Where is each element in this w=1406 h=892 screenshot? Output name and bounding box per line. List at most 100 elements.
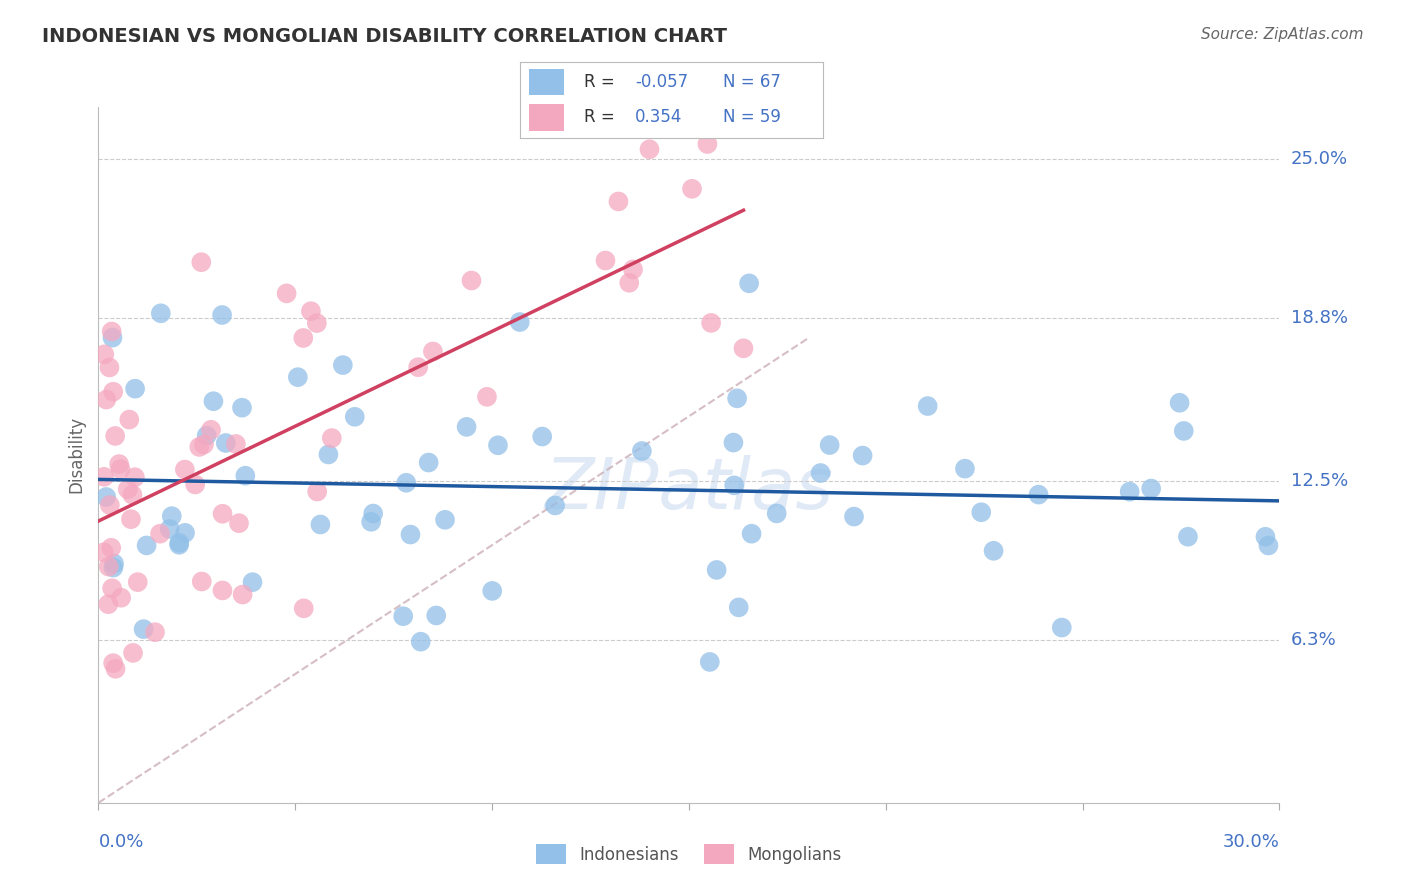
- Point: [531, 429, 554, 443]
- Point: [1028, 488, 1050, 502]
- Text: N = 59: N = 59: [723, 108, 780, 126]
- Point: [607, 194, 630, 209]
- Point: [1050, 621, 1073, 635]
- Point: [1118, 484, 1140, 499]
- Point: [124, 382, 146, 396]
- Text: R =: R =: [583, 108, 620, 126]
- Point: [917, 399, 939, 413]
- Point: [190, 255, 212, 269]
- Point: [104, 662, 127, 676]
- Point: [104, 429, 127, 443]
- Point: [96, 392, 118, 407]
- Point: [723, 435, 745, 450]
- Point: [741, 526, 763, 541]
- Point: [135, 538, 157, 552]
- Point: [953, 461, 976, 475]
- Point: [292, 331, 315, 345]
- Point: [159, 522, 181, 536]
- Point: [309, 517, 332, 532]
- Bar: [529, 104, 564, 130]
- Point: [681, 182, 703, 196]
- Point: [318, 448, 340, 462]
- Point: [699, 655, 721, 669]
- Point: [233, 468, 256, 483]
- Point: [174, 525, 197, 540]
- Point: [631, 444, 654, 458]
- Point: [727, 600, 749, 615]
- Point: [395, 475, 418, 490]
- Point: [621, 262, 644, 277]
- Point: [103, 557, 125, 571]
- Point: [98, 360, 121, 375]
- Point: [696, 136, 718, 151]
- Y-axis label: Disability: Disability: [67, 417, 86, 493]
- Text: INDONESIAN VS MONGOLIAN DISABILITY CORRELATION CHART: INDONESIAN VS MONGOLIAN DISABILITY CORRE…: [42, 27, 727, 45]
- Text: R =: R =: [583, 73, 620, 91]
- Point: [544, 499, 567, 513]
- Point: [167, 538, 190, 552]
- Point: [184, 477, 207, 491]
- Point: [101, 656, 124, 670]
- Text: -0.057: -0.057: [636, 73, 688, 91]
- Point: [202, 394, 225, 409]
- Bar: [529, 69, 564, 95]
- Point: [399, 527, 422, 541]
- Point: [93, 347, 115, 361]
- Point: [700, 316, 723, 330]
- Point: [765, 507, 787, 521]
- Point: [1177, 530, 1199, 544]
- Text: ZIPatlas: ZIPatlas: [544, 455, 834, 524]
- Point: [93, 470, 115, 484]
- Point: [100, 325, 122, 339]
- Point: [361, 507, 384, 521]
- Point: [132, 622, 155, 636]
- Point: [1173, 424, 1195, 438]
- Point: [101, 582, 124, 596]
- Legend: Indonesians, Mongolians: Indonesians, Mongolians: [530, 838, 848, 871]
- Point: [121, 488, 143, 502]
- Point: [307, 484, 329, 499]
- Point: [195, 428, 218, 442]
- Point: [110, 462, 132, 476]
- Point: [200, 423, 222, 437]
- Point: [188, 440, 211, 454]
- Point: [211, 583, 233, 598]
- Point: [434, 513, 457, 527]
- Point: [120, 512, 142, 526]
- Point: [211, 507, 233, 521]
- Text: 25.0%: 25.0%: [1291, 150, 1348, 168]
- Point: [1140, 482, 1163, 496]
- Point: [160, 509, 183, 524]
- Point: [211, 308, 233, 322]
- Point: [619, 276, 641, 290]
- Point: [818, 438, 841, 452]
- Point: [225, 437, 247, 451]
- Point: [96, 490, 118, 504]
- Point: [1254, 530, 1277, 544]
- Point: [122, 646, 145, 660]
- Point: [103, 384, 125, 399]
- Point: [321, 431, 343, 445]
- Point: [456, 420, 478, 434]
- Point: [143, 625, 166, 640]
- Text: 18.8%: 18.8%: [1291, 310, 1347, 327]
- Point: [149, 306, 172, 320]
- Point: [332, 358, 354, 372]
- Point: [287, 370, 309, 384]
- Point: [242, 575, 264, 590]
- Point: [842, 509, 865, 524]
- Point: [228, 516, 250, 531]
- Point: [725, 392, 748, 406]
- Point: [232, 588, 254, 602]
- Point: [97, 559, 120, 574]
- Point: [124, 470, 146, 484]
- Point: [475, 390, 498, 404]
- Point: [276, 286, 298, 301]
- Point: [1168, 396, 1191, 410]
- Point: [406, 360, 429, 375]
- Point: [101, 331, 124, 345]
- Text: N = 67: N = 67: [723, 73, 780, 91]
- Point: [392, 609, 415, 624]
- Text: 6.3%: 6.3%: [1291, 632, 1336, 649]
- Point: [738, 277, 761, 291]
